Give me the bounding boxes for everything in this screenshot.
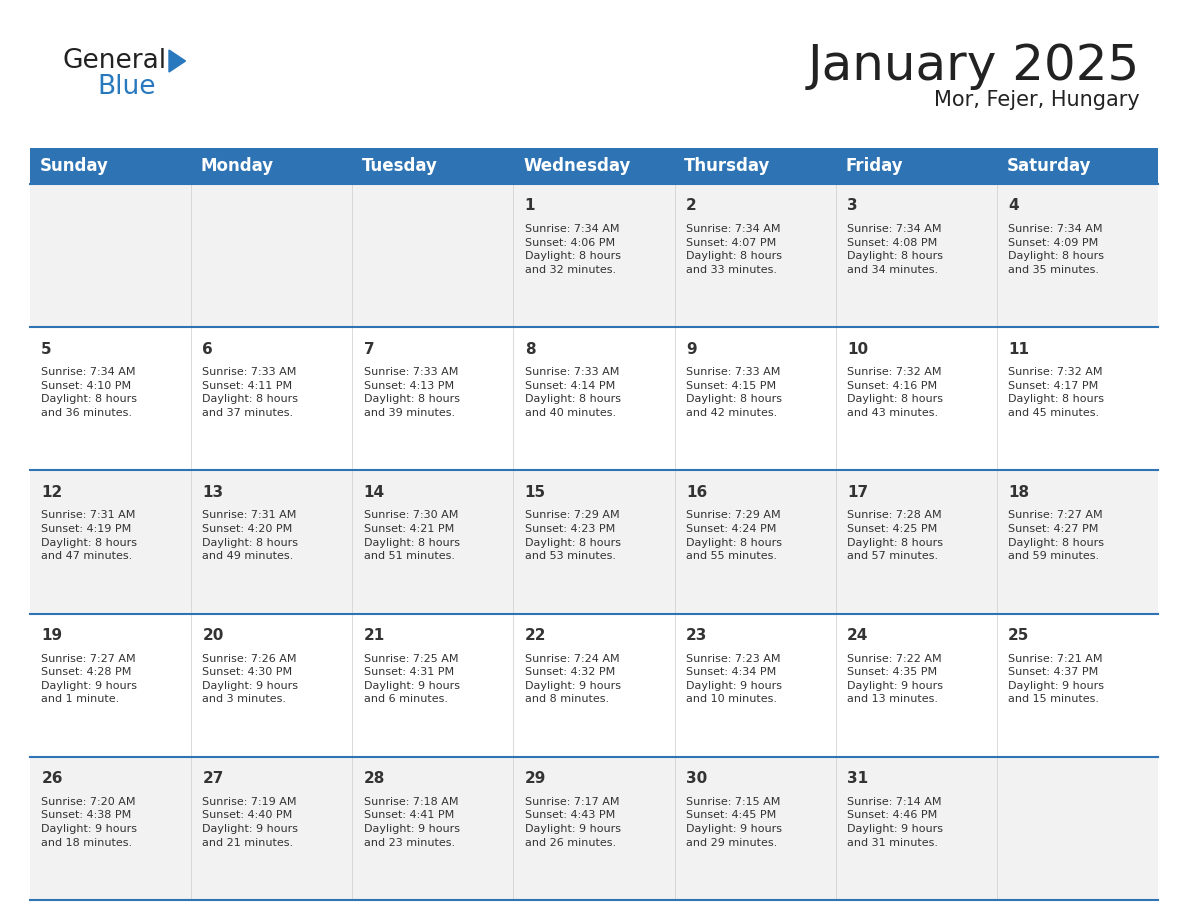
Text: Sunrise: 7:22 AM
Sunset: 4:35 PM
Daylight: 9 hours
and 13 minutes.: Sunrise: 7:22 AM Sunset: 4:35 PM Dayligh… — [847, 654, 943, 704]
Text: 28: 28 — [364, 771, 385, 786]
Text: Saturday: Saturday — [1006, 157, 1091, 175]
Text: 4: 4 — [1009, 198, 1019, 213]
Text: Sunrise: 7:33 AM
Sunset: 4:15 PM
Daylight: 8 hours
and 42 minutes.: Sunrise: 7:33 AM Sunset: 4:15 PM Dayligh… — [685, 367, 782, 418]
Text: 10: 10 — [847, 341, 868, 356]
Text: Sunrise: 7:32 AM
Sunset: 4:16 PM
Daylight: 8 hours
and 43 minutes.: Sunrise: 7:32 AM Sunset: 4:16 PM Dayligh… — [847, 367, 943, 418]
Text: 20: 20 — [202, 628, 223, 643]
Polygon shape — [169, 50, 185, 72]
Bar — [30, 148, 191, 184]
Text: Sunrise: 7:18 AM
Sunset: 4:41 PM
Daylight: 9 hours
and 23 minutes.: Sunrise: 7:18 AM Sunset: 4:41 PM Dayligh… — [364, 797, 460, 847]
Text: 21: 21 — [364, 628, 385, 643]
Text: 23: 23 — [685, 628, 707, 643]
Text: Sunday: Sunday — [39, 157, 108, 175]
Text: 6: 6 — [202, 341, 213, 356]
Text: 5: 5 — [42, 341, 52, 356]
Text: 25: 25 — [1009, 628, 1030, 643]
Text: 7: 7 — [364, 341, 374, 356]
Text: 30: 30 — [685, 771, 707, 786]
Text: 27: 27 — [202, 771, 223, 786]
Text: 8: 8 — [525, 341, 536, 356]
Text: Sunrise: 7:34 AM
Sunset: 4:09 PM
Daylight: 8 hours
and 35 minutes.: Sunrise: 7:34 AM Sunset: 4:09 PM Dayligh… — [1009, 224, 1104, 274]
Bar — [675, 148, 835, 184]
Text: 26: 26 — [42, 771, 63, 786]
Bar — [30, 613, 1158, 756]
Text: 31: 31 — [847, 771, 868, 786]
Text: 3: 3 — [847, 198, 858, 213]
Text: Sunrise: 7:14 AM
Sunset: 4:46 PM
Daylight: 9 hours
and 31 minutes.: Sunrise: 7:14 AM Sunset: 4:46 PM Dayligh… — [847, 797, 943, 847]
Text: Friday: Friday — [846, 157, 903, 175]
Text: Sunrise: 7:21 AM
Sunset: 4:37 PM
Daylight: 9 hours
and 15 minutes.: Sunrise: 7:21 AM Sunset: 4:37 PM Dayligh… — [1009, 654, 1104, 704]
Text: Sunrise: 7:33 AM
Sunset: 4:14 PM
Daylight: 8 hours
and 40 minutes.: Sunrise: 7:33 AM Sunset: 4:14 PM Dayligh… — [525, 367, 620, 418]
Text: Wednesday: Wednesday — [523, 157, 631, 175]
Text: Sunrise: 7:30 AM
Sunset: 4:21 PM
Daylight: 8 hours
and 51 minutes.: Sunrise: 7:30 AM Sunset: 4:21 PM Dayligh… — [364, 510, 460, 561]
Text: 24: 24 — [847, 628, 868, 643]
Text: Sunrise: 7:23 AM
Sunset: 4:34 PM
Daylight: 9 hours
and 10 minutes.: Sunrise: 7:23 AM Sunset: 4:34 PM Dayligh… — [685, 654, 782, 704]
Text: Sunrise: 7:19 AM
Sunset: 4:40 PM
Daylight: 9 hours
and 21 minutes.: Sunrise: 7:19 AM Sunset: 4:40 PM Dayligh… — [202, 797, 298, 847]
Text: 29: 29 — [525, 771, 546, 786]
Bar — [513, 148, 675, 184]
Text: Monday: Monday — [201, 157, 274, 175]
Text: Sunrise: 7:24 AM
Sunset: 4:32 PM
Daylight: 9 hours
and 8 minutes.: Sunrise: 7:24 AM Sunset: 4:32 PM Dayligh… — [525, 654, 620, 704]
Text: Mor, Fejer, Hungary: Mor, Fejer, Hungary — [934, 90, 1140, 110]
Text: Tuesday: Tuesday — [362, 157, 438, 175]
Text: Sunrise: 7:31 AM
Sunset: 4:20 PM
Daylight: 8 hours
and 49 minutes.: Sunrise: 7:31 AM Sunset: 4:20 PM Dayligh… — [202, 510, 298, 561]
Text: Sunrise: 7:27 AM
Sunset: 4:27 PM
Daylight: 8 hours
and 59 minutes.: Sunrise: 7:27 AM Sunset: 4:27 PM Dayligh… — [1009, 510, 1104, 561]
Text: Sunrise: 7:26 AM
Sunset: 4:30 PM
Daylight: 9 hours
and 3 minutes.: Sunrise: 7:26 AM Sunset: 4:30 PM Dayligh… — [202, 654, 298, 704]
Text: 13: 13 — [202, 485, 223, 499]
Text: Sunrise: 7:32 AM
Sunset: 4:17 PM
Daylight: 8 hours
and 45 minutes.: Sunrise: 7:32 AM Sunset: 4:17 PM Dayligh… — [1009, 367, 1104, 418]
Bar — [191, 148, 353, 184]
Text: 18: 18 — [1009, 485, 1029, 499]
Bar — [30, 184, 1158, 327]
Text: Sunrise: 7:34 AM
Sunset: 4:06 PM
Daylight: 8 hours
and 32 minutes.: Sunrise: 7:34 AM Sunset: 4:06 PM Dayligh… — [525, 224, 620, 274]
Text: Blue: Blue — [97, 74, 156, 100]
Text: 15: 15 — [525, 485, 545, 499]
Text: Sunrise: 7:25 AM
Sunset: 4:31 PM
Daylight: 9 hours
and 6 minutes.: Sunrise: 7:25 AM Sunset: 4:31 PM Dayligh… — [364, 654, 460, 704]
Bar — [30, 327, 1158, 470]
Bar — [30, 470, 1158, 613]
Text: January 2025: January 2025 — [808, 42, 1140, 90]
Text: Sunrise: 7:15 AM
Sunset: 4:45 PM
Daylight: 9 hours
and 29 minutes.: Sunrise: 7:15 AM Sunset: 4:45 PM Dayligh… — [685, 797, 782, 847]
Text: 16: 16 — [685, 485, 707, 499]
Text: Sunrise: 7:20 AM
Sunset: 4:38 PM
Daylight: 9 hours
and 18 minutes.: Sunrise: 7:20 AM Sunset: 4:38 PM Dayligh… — [42, 797, 138, 847]
Text: 2: 2 — [685, 198, 696, 213]
Text: 19: 19 — [42, 628, 63, 643]
Text: 1: 1 — [525, 198, 536, 213]
Text: General: General — [62, 48, 166, 74]
Text: Sunrise: 7:27 AM
Sunset: 4:28 PM
Daylight: 9 hours
and 1 minute.: Sunrise: 7:27 AM Sunset: 4:28 PM Dayligh… — [42, 654, 138, 704]
Text: 22: 22 — [525, 628, 546, 643]
Text: Sunrise: 7:28 AM
Sunset: 4:25 PM
Daylight: 8 hours
and 57 minutes.: Sunrise: 7:28 AM Sunset: 4:25 PM Dayligh… — [847, 510, 943, 561]
Text: Sunrise: 7:17 AM
Sunset: 4:43 PM
Daylight: 9 hours
and 26 minutes.: Sunrise: 7:17 AM Sunset: 4:43 PM Dayligh… — [525, 797, 620, 847]
Bar — [353, 148, 513, 184]
Text: Sunrise: 7:31 AM
Sunset: 4:19 PM
Daylight: 8 hours
and 47 minutes.: Sunrise: 7:31 AM Sunset: 4:19 PM Dayligh… — [42, 510, 138, 561]
Text: 17: 17 — [847, 485, 868, 499]
Text: Sunrise: 7:29 AM
Sunset: 4:24 PM
Daylight: 8 hours
and 55 minutes.: Sunrise: 7:29 AM Sunset: 4:24 PM Dayligh… — [685, 510, 782, 561]
Text: 14: 14 — [364, 485, 385, 499]
Text: Sunrise: 7:34 AM
Sunset: 4:07 PM
Daylight: 8 hours
and 33 minutes.: Sunrise: 7:34 AM Sunset: 4:07 PM Dayligh… — [685, 224, 782, 274]
Text: 12: 12 — [42, 485, 63, 499]
Bar — [835, 148, 997, 184]
Text: 9: 9 — [685, 341, 696, 356]
Bar — [997, 148, 1158, 184]
Text: Sunrise: 7:34 AM
Sunset: 4:10 PM
Daylight: 8 hours
and 36 minutes.: Sunrise: 7:34 AM Sunset: 4:10 PM Dayligh… — [42, 367, 138, 418]
Text: Thursday: Thursday — [684, 157, 771, 175]
Text: Sunrise: 7:33 AM
Sunset: 4:11 PM
Daylight: 8 hours
and 37 minutes.: Sunrise: 7:33 AM Sunset: 4:11 PM Dayligh… — [202, 367, 298, 418]
Text: Sunrise: 7:34 AM
Sunset: 4:08 PM
Daylight: 8 hours
and 34 minutes.: Sunrise: 7:34 AM Sunset: 4:08 PM Dayligh… — [847, 224, 943, 274]
Text: Sunrise: 7:29 AM
Sunset: 4:23 PM
Daylight: 8 hours
and 53 minutes.: Sunrise: 7:29 AM Sunset: 4:23 PM Dayligh… — [525, 510, 620, 561]
Text: 11: 11 — [1009, 341, 1029, 356]
Text: Sunrise: 7:33 AM
Sunset: 4:13 PM
Daylight: 8 hours
and 39 minutes.: Sunrise: 7:33 AM Sunset: 4:13 PM Dayligh… — [364, 367, 460, 418]
Bar — [30, 756, 1158, 900]
